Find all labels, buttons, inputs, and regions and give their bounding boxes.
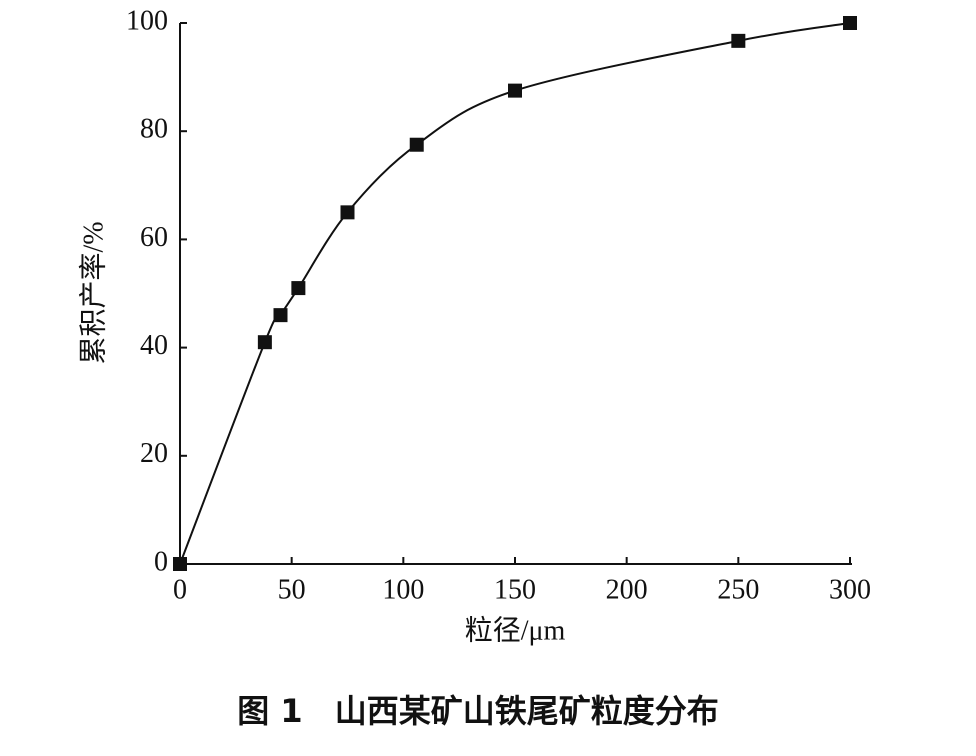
y-tick-label: 80 bbox=[140, 114, 168, 145]
x-tick-label: 300 bbox=[829, 574, 871, 605]
y-tick-label: 60 bbox=[140, 222, 168, 253]
x-tick-label: 100 bbox=[382, 574, 424, 605]
marker bbox=[291, 281, 306, 296]
marker bbox=[508, 83, 522, 98]
x-tick-label: 0 bbox=[173, 574, 187, 605]
y-tick-label: 100 bbox=[126, 5, 168, 36]
marker bbox=[731, 33, 746, 48]
caption: 图 1 山西某矿山铁尾矿粒度分布 bbox=[237, 692, 718, 730]
marker bbox=[409, 137, 424, 152]
curve bbox=[179, 22, 851, 565]
y-tick-label: 20 bbox=[140, 438, 168, 469]
y-axis-label: 累积产率/% bbox=[77, 221, 109, 364]
x-tick-label: 50 bbox=[278, 574, 306, 605]
marker bbox=[340, 205, 355, 220]
y-tick-label: 0 bbox=[154, 546, 168, 577]
y-tick-label: 40 bbox=[140, 330, 168, 361]
marker bbox=[273, 308, 288, 323]
marker bbox=[843, 16, 857, 30]
marker bbox=[257, 335, 272, 350]
x-tick-label: 250 bbox=[717, 574, 759, 605]
x-tick-label: 200 bbox=[606, 574, 648, 605]
marker bbox=[173, 557, 187, 571]
x-tick-label: 150 bbox=[494, 574, 536, 605]
x-axis-label: 粒径/μm bbox=[465, 614, 566, 646]
